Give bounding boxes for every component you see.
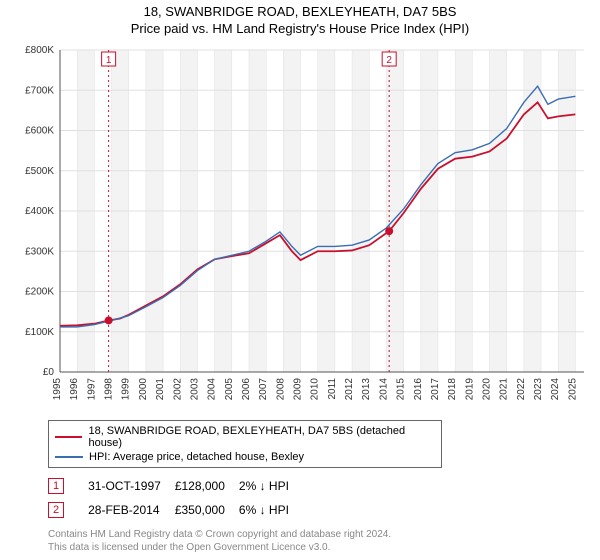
svg-text:1: 1 <box>106 55 112 66</box>
chart-title: 18, SWANBRIDGE ROAD, BEXLEYHEATH, DA7 5B… <box>8 4 592 38</box>
svg-text:2009: 2009 <box>293 377 304 400</box>
sale-price: £350,000 <box>175 498 239 522</box>
sale-row: 1 31-OCT-1997£128,0002% ↓ HPI <box>48 474 303 498</box>
svg-text:2014: 2014 <box>378 377 389 400</box>
svg-text:2019: 2019 <box>464 377 475 400</box>
legend-label: HPI: Average price, detached house, Bexl… <box>89 451 304 463</box>
sale-date: 31-OCT-1997 <box>88 474 175 498</box>
svg-text:2016: 2016 <box>413 377 424 400</box>
sale-badge: 1 <box>48 478 64 494</box>
svg-text:2011: 2011 <box>327 377 338 399</box>
svg-text:£100K: £100K <box>25 327 54 338</box>
svg-text:2000: 2000 <box>138 377 149 400</box>
svg-text:2008: 2008 <box>275 377 286 400</box>
svg-text:2015: 2015 <box>396 377 407 400</box>
svg-text:1996: 1996 <box>69 377 80 400</box>
svg-text:1999: 1999 <box>121 377 132 400</box>
svg-text:2023: 2023 <box>533 377 544 400</box>
sale-price: £128,000 <box>175 474 239 498</box>
legend-swatch <box>55 436 82 438</box>
svg-text:£300K: £300K <box>25 246 54 257</box>
sale-date: 28-FEB-2014 <box>88 498 175 522</box>
legend-label: 18, SWANBRIDGE ROAD, BEXLEYHEATH, DA7 5B… <box>88 425 435 449</box>
svg-text:£400K: £400K <box>25 206 54 217</box>
legend-row: 18, SWANBRIDGE ROAD, BEXLEYHEATH, DA7 5B… <box>55 424 435 450</box>
svg-text:2004: 2004 <box>207 377 218 400</box>
svg-text:£600K: £600K <box>25 125 54 136</box>
svg-text:2: 2 <box>386 55 392 66</box>
svg-text:2022: 2022 <box>516 377 527 400</box>
svg-text:2010: 2010 <box>310 377 321 400</box>
svg-text:2013: 2013 <box>361 377 372 400</box>
svg-text:2005: 2005 <box>224 377 235 400</box>
footer-line-1: Contains HM Land Registry data © Crown c… <box>48 529 391 540</box>
sale-badge: 2 <box>48 502 64 518</box>
svg-text:2007: 2007 <box>258 377 269 400</box>
svg-text:2018: 2018 <box>447 377 458 400</box>
svg-text:£200K: £200K <box>25 286 54 297</box>
sale-delta: 2% ↓ HPI <box>239 474 303 498</box>
price-chart: £0 £100K £200K £300K £400K £500K £600K £700K £80… <box>8 42 592 414</box>
copyright-footer: Contains HM Land Registry data © Crown c… <box>48 528 592 554</box>
title-subtitle: Price paid vs. HM Land Registry's House … <box>8 21 592 38</box>
svg-text:£500K: £500K <box>25 166 54 177</box>
svg-text:2001: 2001 <box>155 377 166 400</box>
sales-table: 1 31-OCT-1997£128,0002% ↓ HPI 2 28-FEB-2014… <box>48 474 303 522</box>
svg-text:1995: 1995 <box>52 377 63 400</box>
svg-text:1997: 1997 <box>86 377 97 400</box>
footer-line-2: This data is licensed under the Open Gov… <box>48 542 330 553</box>
sale-row: 2 28-FEB-2014£350,0006% ↓ HPI <box>48 498 303 522</box>
svg-text:£0: £0 <box>43 367 55 378</box>
svg-text:2025: 2025 <box>567 377 578 400</box>
svg-text:2020: 2020 <box>482 377 493 400</box>
svg-text:1998: 1998 <box>104 377 115 400</box>
svg-text:2002: 2002 <box>172 377 183 400</box>
svg-text:2003: 2003 <box>189 377 200 400</box>
svg-text:2024: 2024 <box>550 377 561 400</box>
svg-text:2017: 2017 <box>430 377 441 400</box>
sale-delta: 6% ↓ HPI <box>239 498 303 522</box>
svg-text:2021: 2021 <box>499 377 510 400</box>
svg-text:£800K: £800K <box>25 45 54 56</box>
svg-text:2006: 2006 <box>241 377 252 400</box>
svg-text:£700K: £700K <box>25 85 54 96</box>
svg-text:2012: 2012 <box>344 377 355 400</box>
title-address: 18, SWANBRIDGE ROAD, BEXLEYHEATH, DA7 5B… <box>8 4 592 21</box>
legend-swatch <box>55 456 83 458</box>
chart-figure: { "title": { "line1": "18, SWANBRIDGE RO… <box>0 0 600 560</box>
legend-row: HPI: Average price, detached house, Bexl… <box>55 450 435 464</box>
legend: 18, SWANBRIDGE ROAD, BEXLEYHEATH, DA7 5B… <box>48 420 442 468</box>
